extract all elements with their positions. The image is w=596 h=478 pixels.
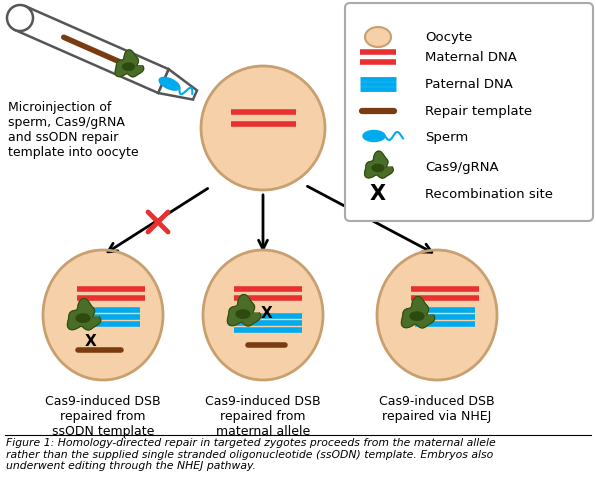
Ellipse shape (201, 66, 325, 190)
Polygon shape (123, 63, 135, 70)
Ellipse shape (43, 250, 163, 380)
Text: Repair template: Repair template (425, 105, 532, 118)
Text: Cas9-induced DSB
repaired from
ssODN template: Cas9-induced DSB repaired from ssODN tem… (45, 395, 161, 438)
Polygon shape (115, 50, 144, 77)
Text: Sperm: Sperm (425, 131, 468, 144)
Text: Cas9-induced DSB
repaired from
maternal allele: Cas9-induced DSB repaired from maternal … (205, 395, 321, 438)
Polygon shape (15, 6, 169, 93)
Text: Oocyte: Oocyte (425, 31, 473, 43)
Text: Paternal DNA: Paternal DNA (425, 77, 513, 90)
Text: X: X (370, 184, 386, 204)
Polygon shape (372, 164, 384, 172)
Text: Cas9-induced DSB
repaired via NHEJ: Cas9-induced DSB repaired via NHEJ (379, 395, 495, 423)
Text: Cas9/gRNA: Cas9/gRNA (425, 161, 499, 174)
Ellipse shape (203, 250, 323, 380)
Text: Microinjection of
sperm, Cas9/gRNA
and ssODN repair
template into oocyte: Microinjection of sperm, Cas9/gRNA and s… (8, 101, 139, 159)
Polygon shape (159, 69, 197, 99)
Polygon shape (365, 151, 393, 178)
Ellipse shape (7, 5, 33, 31)
Polygon shape (236, 310, 250, 318)
Polygon shape (67, 298, 101, 330)
Text: Recombination site: Recombination site (425, 187, 553, 200)
Polygon shape (76, 314, 90, 322)
Text: X: X (85, 334, 97, 348)
Text: Figure 1: Homology-directed repair in targeted zygotes proceeds from the materna: Figure 1: Homology-directed repair in ta… (6, 438, 496, 471)
Text: X: X (261, 305, 273, 321)
Ellipse shape (159, 77, 179, 90)
Ellipse shape (363, 130, 385, 141)
Polygon shape (228, 294, 260, 326)
Ellipse shape (365, 27, 391, 47)
Text: Maternal DNA: Maternal DNA (425, 51, 517, 64)
FancyBboxPatch shape (345, 3, 593, 221)
Polygon shape (410, 312, 424, 320)
Ellipse shape (377, 250, 497, 380)
Polygon shape (401, 296, 434, 328)
